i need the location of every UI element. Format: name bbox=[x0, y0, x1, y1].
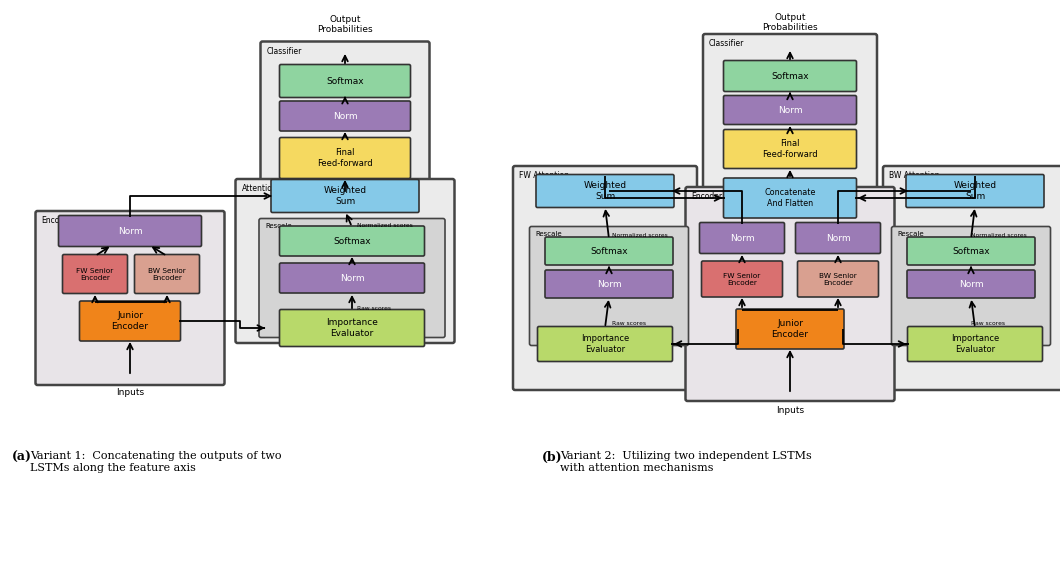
Text: Softmax: Softmax bbox=[952, 247, 990, 255]
Text: Weighted
Sum: Weighted Sum bbox=[583, 181, 626, 200]
Text: Importance
Evaluator: Importance Evaluator bbox=[951, 334, 1000, 354]
FancyBboxPatch shape bbox=[906, 175, 1044, 207]
Text: Norm: Norm bbox=[729, 233, 755, 243]
Text: Norm: Norm bbox=[597, 280, 621, 288]
Text: Output
Probabilities: Output Probabilities bbox=[762, 13, 818, 32]
Text: Norm: Norm bbox=[958, 280, 984, 288]
FancyBboxPatch shape bbox=[280, 263, 424, 293]
Text: Variant 2:  Utilizing two independent LSTMs
with attention mechanisms: Variant 2: Utilizing two independent LST… bbox=[560, 451, 812, 472]
Text: Importance
Evaluator: Importance Evaluator bbox=[326, 318, 378, 338]
Text: Inputs: Inputs bbox=[116, 388, 144, 397]
Text: BW Senior
Encoder: BW Senior Encoder bbox=[148, 267, 185, 281]
FancyBboxPatch shape bbox=[271, 179, 419, 213]
Text: Normalized scores: Normalized scores bbox=[612, 233, 668, 238]
Text: Weighted
Sum: Weighted Sum bbox=[323, 186, 367, 206]
Text: (b): (b) bbox=[542, 451, 563, 464]
Text: Rescale: Rescale bbox=[898, 231, 924, 237]
FancyBboxPatch shape bbox=[724, 178, 856, 218]
FancyBboxPatch shape bbox=[795, 223, 881, 254]
FancyBboxPatch shape bbox=[35, 211, 225, 385]
Text: Variant 1:  Concatenating the outputs of two
LSTMs along the feature axis: Variant 1: Concatenating the outputs of … bbox=[30, 451, 282, 472]
Text: Classifier: Classifier bbox=[266, 46, 302, 56]
FancyBboxPatch shape bbox=[261, 42, 429, 200]
Text: Final
Feed-forward: Final Feed-forward bbox=[762, 139, 818, 159]
FancyBboxPatch shape bbox=[513, 166, 697, 390]
FancyBboxPatch shape bbox=[280, 101, 410, 131]
FancyBboxPatch shape bbox=[703, 34, 877, 228]
FancyBboxPatch shape bbox=[891, 227, 1050, 346]
FancyBboxPatch shape bbox=[259, 219, 445, 338]
FancyBboxPatch shape bbox=[80, 301, 180, 341]
Text: Norm: Norm bbox=[778, 105, 802, 114]
Text: Importance
Evaluator: Importance Evaluator bbox=[581, 334, 630, 354]
Text: Norm: Norm bbox=[826, 233, 850, 243]
Text: Encoder: Encoder bbox=[691, 192, 723, 201]
FancyBboxPatch shape bbox=[883, 166, 1060, 390]
Text: Rescale: Rescale bbox=[265, 223, 292, 230]
FancyBboxPatch shape bbox=[545, 237, 673, 265]
Text: Normalized scores: Normalized scores bbox=[357, 223, 412, 228]
FancyBboxPatch shape bbox=[63, 254, 127, 294]
FancyBboxPatch shape bbox=[907, 270, 1035, 298]
Text: Norm: Norm bbox=[339, 274, 365, 282]
FancyBboxPatch shape bbox=[724, 130, 856, 169]
Text: Rescale: Rescale bbox=[535, 231, 562, 237]
FancyBboxPatch shape bbox=[530, 227, 689, 346]
Text: Normalized scores: Normalized scores bbox=[971, 233, 1027, 238]
FancyBboxPatch shape bbox=[700, 223, 784, 254]
FancyBboxPatch shape bbox=[280, 138, 410, 179]
Text: Junior
Encoder: Junior Encoder bbox=[111, 311, 148, 331]
Text: Concatenate
And Flatten: Concatenate And Flatten bbox=[764, 188, 816, 207]
Text: Norm: Norm bbox=[118, 227, 142, 236]
FancyBboxPatch shape bbox=[686, 187, 895, 401]
FancyBboxPatch shape bbox=[724, 96, 856, 124]
FancyBboxPatch shape bbox=[724, 60, 856, 91]
FancyBboxPatch shape bbox=[797, 261, 879, 297]
FancyBboxPatch shape bbox=[235, 179, 455, 343]
Text: Weighted
Sum: Weighted Sum bbox=[953, 181, 996, 200]
Text: Softmax: Softmax bbox=[326, 77, 364, 86]
FancyBboxPatch shape bbox=[537, 326, 672, 362]
Text: Norm: Norm bbox=[333, 111, 357, 121]
Text: Softmax: Softmax bbox=[772, 71, 809, 80]
FancyBboxPatch shape bbox=[736, 309, 844, 349]
FancyBboxPatch shape bbox=[280, 64, 410, 97]
FancyBboxPatch shape bbox=[702, 261, 782, 297]
Text: (a): (a) bbox=[12, 451, 32, 464]
Text: Raw scores: Raw scores bbox=[971, 321, 1005, 326]
Text: Raw scores: Raw scores bbox=[357, 306, 391, 311]
FancyBboxPatch shape bbox=[545, 270, 673, 298]
Text: Softmax: Softmax bbox=[590, 247, 628, 255]
Text: FW Attention: FW Attention bbox=[519, 171, 569, 180]
Text: Attention: Attention bbox=[242, 184, 278, 193]
FancyBboxPatch shape bbox=[907, 326, 1042, 362]
FancyBboxPatch shape bbox=[907, 237, 1035, 265]
FancyBboxPatch shape bbox=[58, 216, 201, 247]
Text: Junior
Encoder: Junior Encoder bbox=[772, 319, 809, 339]
Text: FW Senior
Encoder: FW Senior Encoder bbox=[76, 267, 113, 281]
FancyBboxPatch shape bbox=[280, 309, 424, 346]
FancyBboxPatch shape bbox=[280, 226, 424, 256]
Text: BW Attention: BW Attention bbox=[889, 171, 939, 180]
Text: Raw scores: Raw scores bbox=[612, 321, 646, 326]
Text: Output
Probabilities: Output Probabilities bbox=[317, 15, 373, 34]
Text: BW Senior
Encoder: BW Senior Encoder bbox=[819, 272, 856, 285]
FancyBboxPatch shape bbox=[135, 254, 199, 294]
Text: Softmax: Softmax bbox=[333, 237, 371, 246]
FancyBboxPatch shape bbox=[536, 175, 674, 207]
Text: Inputs: Inputs bbox=[776, 406, 805, 415]
Text: Final
Feed-forward: Final Feed-forward bbox=[317, 148, 373, 168]
Text: Encoder: Encoder bbox=[41, 216, 73, 225]
Text: Classifier: Classifier bbox=[709, 39, 744, 48]
Text: FW Senior
Encoder: FW Senior Encoder bbox=[723, 272, 761, 285]
